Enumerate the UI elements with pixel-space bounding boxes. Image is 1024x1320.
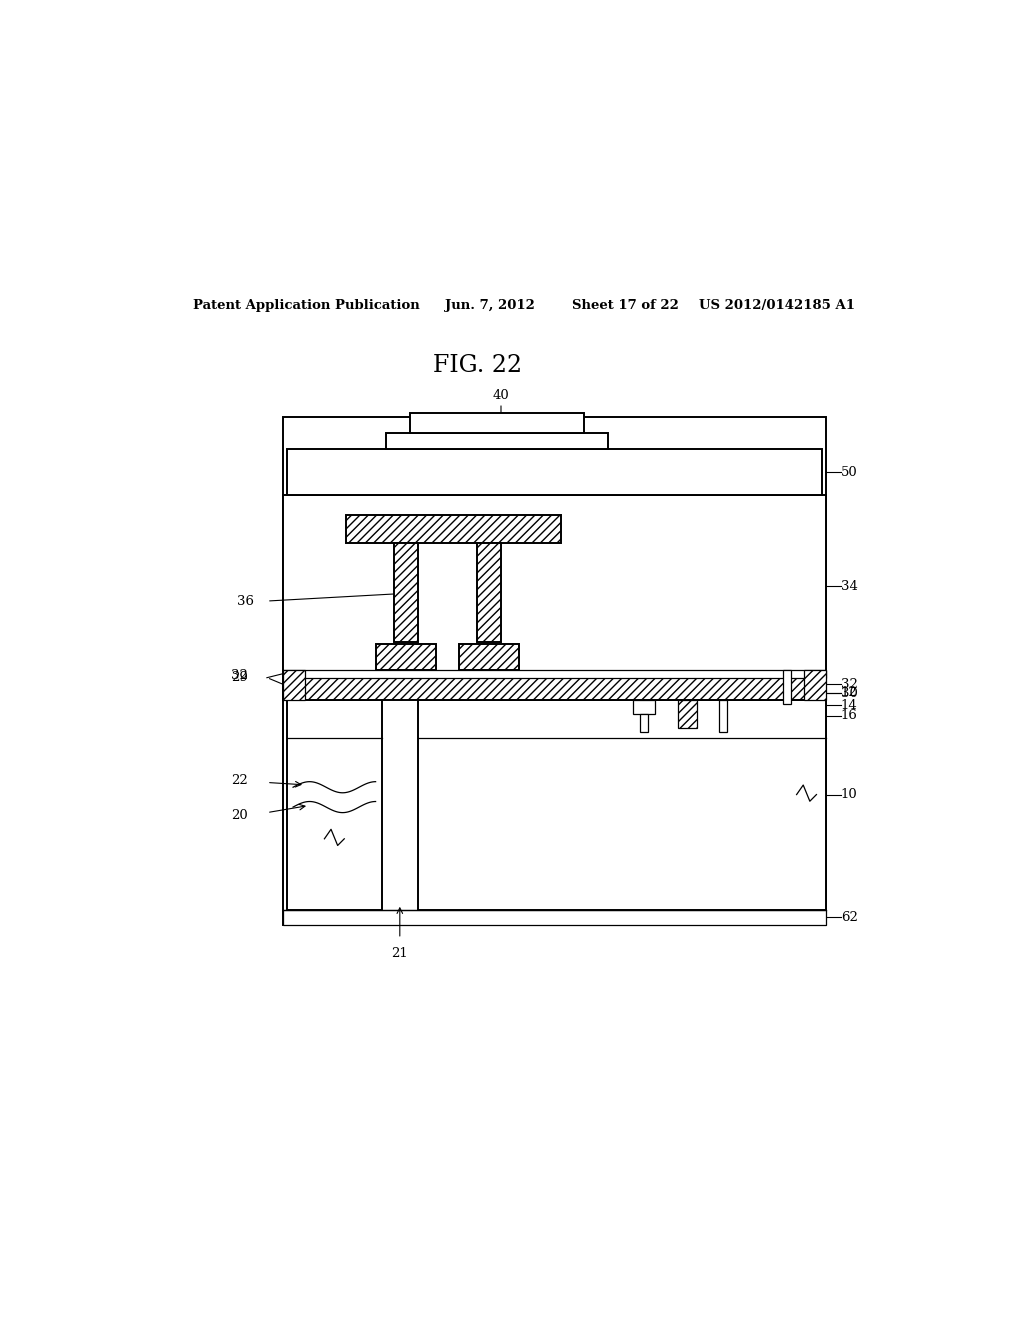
Bar [410, 413, 585, 433]
Text: 36: 36 [237, 594, 254, 607]
Text: 12: 12 [841, 686, 857, 700]
Bar [804, 669, 826, 700]
Text: 34: 34 [841, 579, 857, 593]
Text: 62: 62 [841, 911, 857, 924]
Bar [283, 669, 826, 677]
Bar [283, 495, 826, 677]
Text: 30: 30 [841, 686, 857, 700]
Bar [346, 515, 560, 543]
Bar [283, 417, 826, 924]
Text: Patent Application Publication: Patent Application Publication [194, 300, 420, 312]
Bar [678, 700, 697, 727]
Bar [394, 543, 418, 642]
Text: 20: 20 [231, 809, 248, 821]
Text: 40: 40 [493, 388, 509, 401]
Bar [287, 449, 822, 495]
Bar [283, 911, 826, 924]
Text: US 2012/0142185 A1: US 2012/0142185 A1 [699, 300, 855, 312]
Bar [782, 669, 791, 704]
Bar [283, 677, 826, 700]
Bar [460, 644, 519, 669]
Text: 50: 50 [841, 466, 857, 479]
Text: 16: 16 [841, 709, 857, 722]
Bar [386, 433, 608, 449]
Bar [477, 543, 501, 642]
Text: 21: 21 [391, 946, 409, 960]
Text: FIG. 22: FIG. 22 [432, 354, 522, 376]
Bar [418, 700, 826, 911]
Bar [376, 644, 435, 669]
Bar [633, 700, 655, 714]
Bar [287, 700, 382, 911]
Text: Sheet 17 of 22: Sheet 17 of 22 [572, 300, 679, 312]
Text: 14: 14 [841, 698, 857, 711]
Text: Jun. 7, 2012: Jun. 7, 2012 [445, 300, 536, 312]
Text: 29: 29 [231, 671, 248, 684]
Text: 32: 32 [841, 678, 857, 690]
Text: 10: 10 [841, 788, 857, 801]
Bar [283, 669, 305, 700]
Text: 32: 32 [231, 669, 248, 682]
Bar [640, 714, 648, 731]
Bar [719, 700, 727, 731]
Text: 22: 22 [231, 775, 248, 787]
